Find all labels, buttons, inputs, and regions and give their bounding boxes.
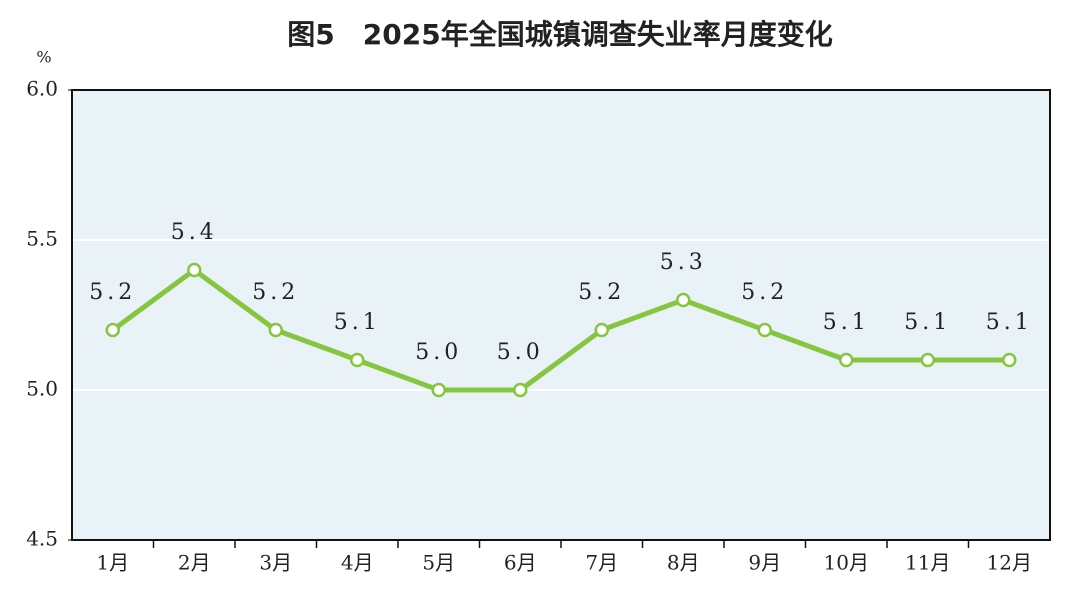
data-label: 5.1 <box>823 310 870 335</box>
data-label: 5.2 <box>252 280 299 305</box>
data-label: 5.2 <box>89 280 136 305</box>
x-tick-label: 6月 <box>504 551 537 575</box>
data-label: 5.4 <box>171 220 218 245</box>
data-point <box>513 382 528 398</box>
data-point <box>431 382 446 398</box>
data-point <box>839 352 854 368</box>
chart-title: 图5 2025年全国城镇调查失业率月度变化 <box>287 18 832 51</box>
x-tick-label: 12月 <box>987 551 1032 575</box>
data-label: 5.1 <box>334 310 381 335</box>
data-line <box>111 267 1010 393</box>
data-label: 5.0 <box>497 340 544 365</box>
data-point <box>757 322 772 338</box>
data-label: 5.1 <box>904 310 951 335</box>
y-tick-label: 5.0 <box>26 377 58 401</box>
x-tick-label: 10月 <box>824 551 869 575</box>
x-tick-label: 7月 <box>585 551 618 575</box>
x-tick-label: 1月 <box>96 551 129 575</box>
data-point <box>105 322 120 338</box>
data-point <box>1002 352 1017 368</box>
data-label: 5.0 <box>415 340 462 365</box>
data-point <box>268 322 283 338</box>
x-tick-label: 9月 <box>748 551 781 575</box>
plot-area <box>72 90 1050 540</box>
data-point <box>350 352 365 368</box>
x-tick-label: 11月 <box>905 551 950 575</box>
data-label: 5.2 <box>578 280 625 305</box>
data-point <box>920 352 935 368</box>
data-point <box>187 262 202 278</box>
x-tick-label: 2月 <box>178 551 211 575</box>
data-label: 5.3 <box>660 250 707 275</box>
x-tick-label: 4月 <box>341 551 374 575</box>
data-label: 5.2 <box>741 280 788 305</box>
y-tick-label: 6.0 <box>26 77 58 101</box>
x-tick-label: 3月 <box>259 551 292 575</box>
y-tick-label: 4.5 <box>26 527 58 551</box>
x-tick-label: 8月 <box>667 551 700 575</box>
data-point <box>594 322 609 338</box>
x-tick-label: 5月 <box>422 551 455 575</box>
y-tick-label: 5.5 <box>26 227 58 251</box>
y-unit: % <box>36 48 51 67</box>
data-point <box>676 292 691 308</box>
data-label: 5.1 <box>986 310 1033 335</box>
